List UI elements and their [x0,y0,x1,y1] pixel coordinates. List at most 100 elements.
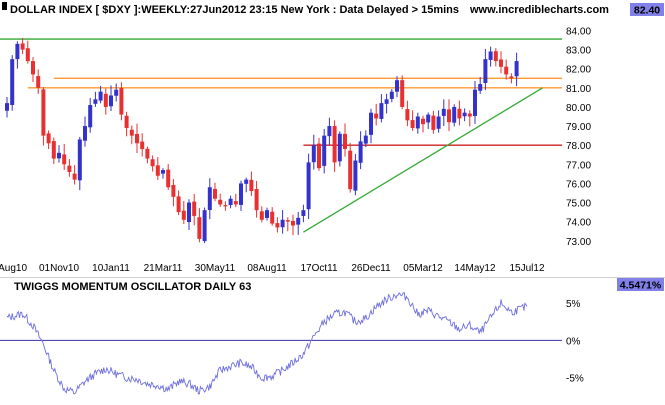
candle-body [228,198,233,205]
candle-body [265,210,269,218]
x-tick-label: 08Aug11 [247,263,287,274]
candle-body [389,91,394,99]
candle-body [473,89,477,116]
price-y-tick-label: 82.00 [566,65,591,76]
candle-body [415,116,420,129]
candle-body [270,211,275,224]
oscillator-y-tick-label: 0% [566,336,581,347]
candle-body [358,141,363,163]
price-y-tick-label: 78.00 [566,141,591,152]
candle-body [499,59,503,67]
candle-body [374,113,379,119]
oscillator-last-value: 4.5471% [620,280,662,292]
candle-body [119,88,124,115]
candle-body [254,189,259,211]
candle-body [421,118,425,125]
candle-body [67,165,72,172]
x-tick-label: 10Jan11 [92,263,130,274]
panel-divider [0,277,665,278]
candle-body [155,165,160,176]
price-plot-area [0,19,562,259]
candle-body [317,143,321,169]
x-tick-label: 26Dec11 [351,263,391,274]
price-y-tick-label: 80.00 [566,103,591,114]
candle-body [301,210,306,217]
candle-body [77,139,82,181]
oscillator-y-axis: 5% 0% -5% [566,299,584,384]
candle-body [31,61,35,75]
candle-body [25,48,30,62]
candle-body [10,59,15,105]
candle-body [327,126,332,137]
x-axis: 23Aug10 01Nov10 10Jan11 21Mar11 30May11 08Aug… [0,263,545,274]
x-tick-label: 17Oct11 [300,263,337,274]
candle-body [405,109,410,121]
candle-body [441,108,446,116]
candle-body [384,99,389,104]
candle-body [187,202,191,223]
candle-body [363,135,368,144]
candle-body [249,179,254,192]
x-tick-label: 30May11 [195,263,236,274]
candle-body [161,170,165,174]
site-url[interactable]: www.incrediblecharts.com [469,4,609,16]
x-tick-label: 21Mar11 [144,263,183,274]
candle-body [280,219,285,228]
candle-body [62,154,67,165]
oscillator-line [6,292,528,395]
candle-body [20,43,25,50]
oscillator-y-tick-label: 5% [566,299,581,310]
candle-body [296,217,301,225]
candle-body [483,59,488,84]
candle-body [332,126,337,163]
candle-body [72,173,77,180]
candle-body [509,76,514,79]
candle-body [88,105,93,128]
candle-body [337,133,342,162]
candle-body [400,80,405,107]
candle-body [493,51,498,62]
candle-body [15,43,20,60]
candle-body [93,99,98,104]
candle-body [348,150,353,190]
oscillator-value-box [617,278,664,291]
candle-body [207,187,212,211]
price-y-axis: 73.00 74.00 75.00 76.00 77.00 78.00 79.00 80.00… [566,26,591,247]
candle-body [150,159,155,167]
candles [5,37,519,244]
oscillator-y-tick-label: -5% [566,374,584,385]
candle-body [410,120,415,128]
candle-body [452,106,457,123]
candle-body [114,89,119,96]
momentum-line [6,292,528,395]
last-value: 82.40 [634,5,660,17]
candle-body [259,211,264,220]
candle-body [514,61,519,77]
price-y-tick-label: 75.00 [566,199,591,210]
last-value-box [630,3,664,16]
candle-body [379,103,384,119]
candle-body [192,201,197,216]
candle-body [395,80,399,92]
price-y-tick-label: 73.00 [566,237,591,248]
candle-body [457,108,462,119]
price-panel: 73.00 74.00 75.00 76.00 77.00 78.00 79.00 80.00… [0,19,591,274]
candle-body [275,223,280,228]
candle-body [41,89,46,136]
candle-body [140,141,145,150]
candle-body [306,162,311,210]
uptrend-line [303,87,543,233]
price-y-tick-label: 77.00 [566,160,591,171]
candle-body [447,109,451,123]
candle-body [129,129,134,136]
x-tick-label: 15Jul12 [509,263,544,274]
candle-body [109,95,113,107]
candle-body [353,160,358,191]
candle-body [213,188,217,199]
candle-body [46,133,51,144]
candle-body [176,196,181,213]
candle-body [233,201,238,205]
candle-body [291,220,295,226]
